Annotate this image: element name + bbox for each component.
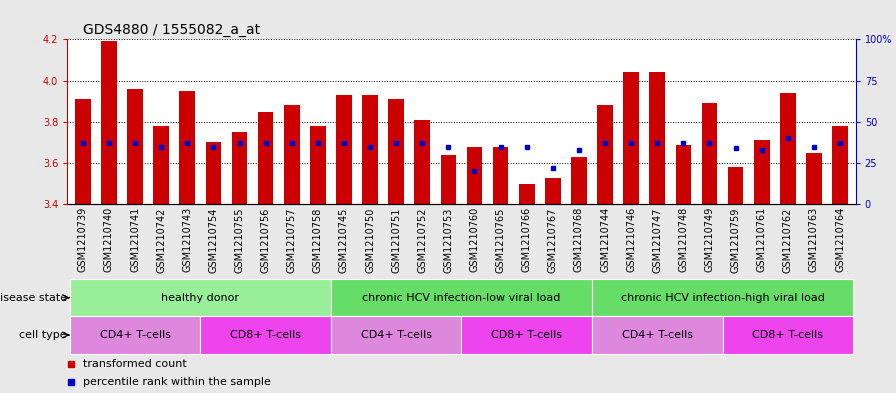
Bar xyxy=(101,41,116,204)
Bar xyxy=(467,147,482,204)
Bar xyxy=(153,126,169,204)
Text: CD8+ T-cells: CD8+ T-cells xyxy=(491,330,562,340)
Bar xyxy=(201,316,331,354)
Text: CD4+ T-cells: CD4+ T-cells xyxy=(622,330,693,340)
Bar xyxy=(336,95,352,204)
Bar xyxy=(362,95,378,204)
Text: healthy donor: healthy donor xyxy=(161,293,239,303)
Bar xyxy=(592,279,853,316)
Bar xyxy=(75,99,90,204)
Text: CD4+ T-cells: CD4+ T-cells xyxy=(361,330,432,340)
Bar xyxy=(331,279,592,316)
Bar xyxy=(70,279,331,316)
Bar xyxy=(571,157,587,204)
Text: GDS4880 / 1555082_a_at: GDS4880 / 1555082_a_at xyxy=(83,23,260,37)
Bar xyxy=(780,93,796,204)
Bar xyxy=(127,89,143,204)
Bar xyxy=(331,316,461,354)
Bar xyxy=(676,145,691,204)
Bar xyxy=(754,140,770,204)
Text: CD8+ T-cells: CD8+ T-cells xyxy=(753,330,823,340)
Bar xyxy=(179,91,195,204)
Text: disease state: disease state xyxy=(0,293,66,303)
Bar xyxy=(205,142,221,204)
Bar xyxy=(519,184,535,204)
Text: CD8+ T-cells: CD8+ T-cells xyxy=(230,330,301,340)
Bar xyxy=(832,126,848,204)
Bar xyxy=(806,153,822,204)
Bar xyxy=(310,126,325,204)
Bar xyxy=(650,72,665,204)
Text: percentile rank within the sample: percentile rank within the sample xyxy=(83,377,271,387)
Bar xyxy=(70,316,201,354)
Text: transformed count: transformed count xyxy=(83,359,186,369)
Bar xyxy=(722,316,853,354)
Text: chronic HCV infection-high viral load: chronic HCV infection-high viral load xyxy=(621,293,824,303)
Text: cell type: cell type xyxy=(19,330,66,340)
Text: CD4+ T-cells: CD4+ T-cells xyxy=(99,330,170,340)
Bar xyxy=(284,105,299,204)
Bar xyxy=(624,72,639,204)
Bar xyxy=(232,132,247,204)
Text: chronic HCV infection-low viral load: chronic HCV infection-low viral load xyxy=(362,293,561,303)
Bar xyxy=(388,99,404,204)
Bar xyxy=(728,167,744,204)
Bar xyxy=(598,105,613,204)
Bar xyxy=(493,147,508,204)
Bar xyxy=(702,103,718,204)
Bar xyxy=(592,316,722,354)
Bar xyxy=(441,155,456,204)
Bar xyxy=(545,178,561,204)
Bar xyxy=(258,112,273,204)
Bar xyxy=(461,316,592,354)
Bar xyxy=(415,120,430,204)
